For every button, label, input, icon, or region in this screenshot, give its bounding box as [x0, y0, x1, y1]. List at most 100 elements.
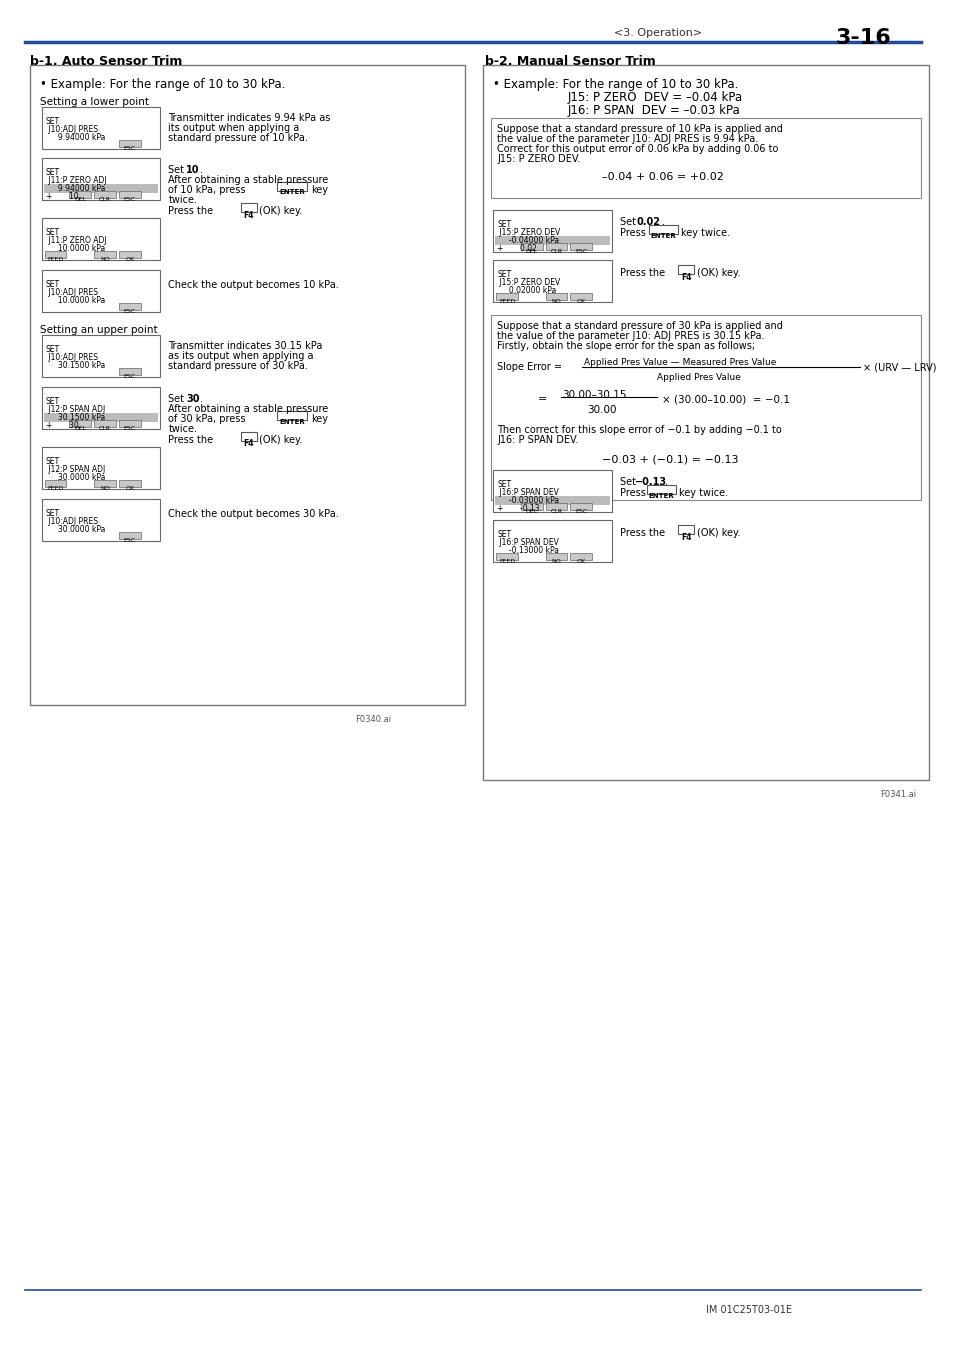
Bar [94, 190, 115, 198]
Bar [94, 251, 115, 258]
Text: J11:P ZERO ADJ: J11:P ZERO ADJ [46, 236, 106, 244]
Text: Applied Pres Value: Applied Pres Value [656, 373, 740, 382]
Text: 10: 10 [186, 165, 199, 176]
Text: J15: P ZERO  DEV = –0.04 kPa: J15: P ZERO DEV = –0.04 kPa [567, 90, 741, 104]
Text: (OK) key.: (OK) key. [697, 528, 740, 539]
Bar [119, 369, 140, 375]
Text: 30.1500 kPa: 30.1500 kPa [46, 360, 105, 370]
Text: NO: NO [551, 559, 561, 564]
Bar [570, 554, 592, 560]
Text: CLR: CLR [550, 509, 562, 514]
Text: its output when applying a: its output when applying a [168, 123, 299, 134]
Text: CLR: CLR [99, 427, 111, 431]
Bar [277, 182, 307, 190]
Text: –0.04 + 0.06 = +0.02: –0.04 + 0.06 = +0.02 [601, 171, 723, 182]
Text: ESC: ESC [124, 374, 135, 379]
Text: 30.1500 kPa: 30.1500 kPa [46, 413, 105, 423]
Text: 30.00: 30.00 [587, 405, 617, 414]
Bar [70, 190, 91, 198]
Bar [277, 410, 307, 420]
Text: twice.: twice. [168, 424, 197, 433]
Text: Check the output becomes 30 kPa.: Check the output becomes 30 kPa. [168, 509, 338, 518]
Text: ENTER: ENTER [648, 493, 674, 498]
Text: 0.02000 kPa: 0.02000 kPa [497, 286, 556, 296]
Text: Press: Press [619, 228, 645, 238]
Text: • Example: For the range of 10 to 30 kPa.: • Example: For the range of 10 to 30 kPa… [493, 78, 738, 90]
Bar [70, 420, 91, 427]
Text: NO: NO [551, 298, 561, 304]
Text: J11:P ZERO ADJ: J11:P ZERO ADJ [46, 176, 106, 185]
Text: J16:P SPAN DEV: J16:P SPAN DEV [497, 539, 558, 547]
Text: SET: SET [497, 531, 511, 539]
Text: NO: NO [100, 256, 110, 262]
Bar [240, 432, 256, 441]
Bar [570, 293, 592, 300]
Text: (OK) key.: (OK) key. [259, 435, 302, 446]
Bar [94, 481, 115, 487]
Text: Setting an upper point: Setting an upper point [40, 325, 157, 335]
Bar [570, 504, 592, 510]
Text: Transmitter indicates 30.15 kPa: Transmitter indicates 30.15 kPa [168, 342, 322, 351]
Text: ESC: ESC [124, 427, 135, 431]
Bar [495, 236, 609, 244]
Text: SET: SET [497, 481, 511, 489]
Bar [493, 470, 612, 512]
Text: J15: P ZERO DEV.: J15: P ZERO DEV. [497, 154, 579, 163]
Text: CLR: CLR [550, 248, 562, 254]
Text: F4: F4 [680, 532, 691, 541]
Bar [119, 532, 140, 539]
Bar [678, 525, 694, 535]
Bar [678, 265, 694, 274]
Text: × (30.00–10.00)  = −0.1: × (30.00–10.00) = −0.1 [660, 394, 789, 404]
Bar [545, 243, 567, 250]
Text: J10:ADJ PRES: J10:ADJ PRES [46, 517, 97, 526]
Text: J15:P ZERO DEV: J15:P ZERO DEV [497, 228, 559, 238]
Text: J12:P SPAN ADJ: J12:P SPAN ADJ [46, 405, 105, 414]
Text: SET: SET [46, 509, 60, 518]
Bar [42, 217, 160, 261]
Text: +       -0.13: + -0.13 [497, 504, 539, 513]
Text: FEED: FEED [48, 256, 64, 262]
Text: ESC: ESC [575, 248, 587, 254]
Text: F4: F4 [680, 273, 691, 282]
Bar [545, 293, 567, 300]
Text: b-2. Manual Sensor Trim: b-2. Manual Sensor Trim [485, 55, 656, 68]
Text: Press the: Press the [619, 528, 664, 539]
Text: OK: OK [125, 256, 134, 262]
Text: FEED: FEED [498, 559, 515, 564]
Text: of 10 kPa, press: of 10 kPa, press [168, 185, 246, 194]
Text: -0.03000 kPa: -0.03000 kPa [497, 495, 558, 505]
Text: Then correct for this slope error of −0.1 by adding −0.1 to: Then correct for this slope error of −0.… [497, 425, 781, 435]
Text: ESC: ESC [124, 539, 135, 543]
Text: Press: Press [619, 487, 645, 498]
Text: Slope Error =: Slope Error = [497, 362, 561, 373]
Text: +       30: + 30 [46, 421, 78, 431]
Text: twice.: twice. [168, 194, 197, 205]
Bar [496, 293, 517, 300]
Bar [42, 387, 160, 429]
Bar [119, 302, 140, 311]
Text: −0.13: −0.13 [634, 477, 666, 487]
Text: +       10: + 10 [46, 192, 78, 201]
Bar [483, 65, 928, 780]
Text: J16: P SPAN  DEV = –0.03 kPa: J16: P SPAN DEV = –0.03 kPa [567, 104, 740, 117]
Text: SET: SET [46, 117, 60, 126]
Bar [493, 520, 612, 562]
Text: After obtaining a stable pressure: After obtaining a stable pressure [168, 176, 328, 185]
Bar [648, 225, 678, 234]
Text: ESC: ESC [575, 509, 587, 514]
Text: .: . [200, 165, 203, 176]
Text: 0.02: 0.02 [637, 217, 660, 227]
Text: NO: NO [100, 486, 110, 491]
Text: key: key [311, 414, 328, 424]
Bar [491, 117, 920, 198]
Text: OK: OK [577, 298, 585, 304]
Text: Firstly, obtain the slope error for the span as follows;: Firstly, obtain the slope error for the … [497, 342, 755, 351]
Text: 30.00–30.15: 30.00–30.15 [562, 390, 626, 400]
Text: J16:P SPAN DEV: J16:P SPAN DEV [497, 487, 558, 497]
Text: CLR: CLR [99, 197, 111, 202]
Bar [119, 140, 140, 147]
Bar [42, 270, 160, 312]
Text: OK: OK [577, 559, 585, 564]
Bar [30, 65, 465, 705]
